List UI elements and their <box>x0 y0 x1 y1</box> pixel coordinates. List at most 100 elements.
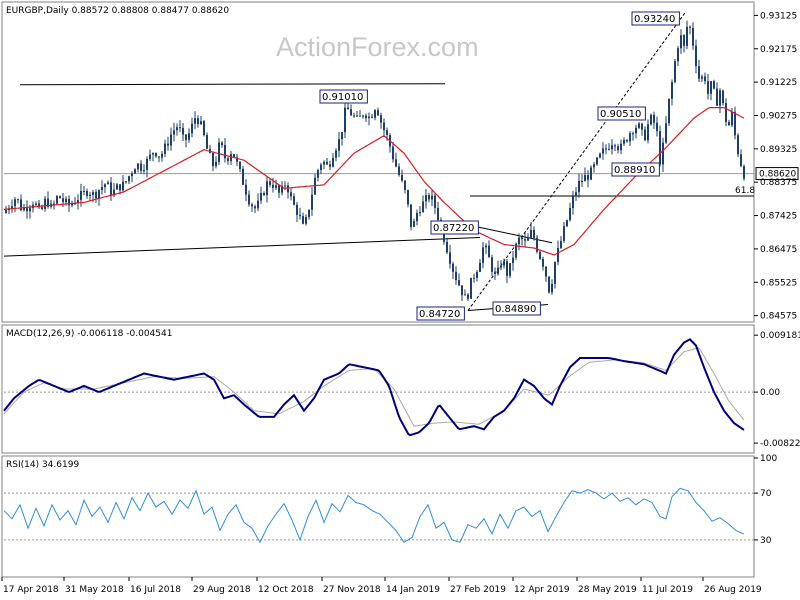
candle-body <box>602 148 604 154</box>
candle-body <box>716 88 718 106</box>
candle-body <box>296 204 298 215</box>
macd-tick-label: -0.008225 <box>760 439 800 449</box>
price-annotation-label: 0.88910 <box>614 165 655 176</box>
candle-body <box>134 169 136 174</box>
x-tick-label: 26 Aug 2019 <box>704 585 762 595</box>
candle-body <box>419 212 421 214</box>
candle-body <box>335 150 337 158</box>
x-tick-label: 17 Apr 2018 <box>3 585 59 595</box>
candle-body <box>542 258 544 267</box>
candle-body <box>299 214 301 217</box>
candle-body <box>437 207 439 220</box>
x-tick-label: 28 May 2019 <box>578 585 637 595</box>
candle-body <box>107 182 109 185</box>
candle-body <box>131 173 133 177</box>
price-annotation-box <box>631 11 680 26</box>
candle-body <box>524 239 526 241</box>
candle-body <box>83 190 85 192</box>
price-annotation-label: 0.91010 <box>322 92 363 103</box>
x-tick-label: 11 Jul 2019 <box>642 585 693 595</box>
candle-body <box>173 130 175 135</box>
candle-body <box>494 271 496 274</box>
x-axis: 17 Apr 2018 31 May 2018 16 Jul 2018 29 Aug … <box>1 577 762 595</box>
candle-body <box>665 123 667 143</box>
candle-body <box>170 134 172 146</box>
candle-body <box>401 174 403 181</box>
candle-body <box>455 271 457 281</box>
candle-body <box>383 122 385 131</box>
candle-body <box>488 245 490 258</box>
candle-body <box>179 127 181 129</box>
candle-body <box>668 98 670 124</box>
candle-body <box>698 66 700 79</box>
price-tick-label: 0.91225 <box>760 78 797 88</box>
candle-body <box>710 81 712 94</box>
candle-body <box>671 82 673 99</box>
candle-body <box>581 180 583 182</box>
rsi-tick-label: 30 <box>760 536 772 546</box>
candle-body <box>80 191 82 201</box>
candle-body <box>119 184 121 191</box>
candle-body <box>11 206 13 209</box>
candle-body <box>380 115 382 123</box>
candle-body <box>59 196 61 199</box>
candle-body <box>239 161 241 169</box>
candle-body <box>176 127 178 131</box>
price-annotation-box <box>430 220 479 235</box>
candle-body <box>449 252 451 264</box>
price-title: EURGBP,Daily 0.88572 0.88808 0.88477 0.8… <box>6 6 229 16</box>
candle-body <box>140 163 142 171</box>
candle-body <box>686 26 688 46</box>
candle-body <box>125 181 127 183</box>
candle-body <box>599 153 601 158</box>
candle-body <box>527 237 529 241</box>
candle-body <box>14 199 16 207</box>
candle-body <box>434 195 436 208</box>
candle-body <box>17 199 19 201</box>
price-annotation-label: 0.84890 <box>495 304 536 315</box>
candle-body <box>695 45 697 67</box>
candle-body <box>326 161 328 165</box>
candle-body <box>323 161 325 165</box>
candle-body <box>113 189 115 196</box>
macd-layer <box>3 338 754 437</box>
x-tick-label: 12 Oct 2018 <box>258 585 314 595</box>
candle-body <box>290 192 292 197</box>
price-tick-label: 0.92175 <box>760 45 797 55</box>
moving-average-layer <box>3 106 745 256</box>
candle-body <box>149 154 151 159</box>
candle-body <box>185 134 187 140</box>
rsi-tick-label: 70 <box>760 489 772 499</box>
x-tick-label: 29 Aug 2018 <box>193 585 251 595</box>
rsi-line <box>3 487 745 544</box>
candle-body <box>677 48 679 62</box>
price-axis: 0.93125 0.92175 0.91225 0.90275 0.89325 0.883… <box>754 11 797 322</box>
candle-body <box>71 204 73 206</box>
candle-body <box>308 209 310 218</box>
candle-body <box>35 203 37 205</box>
candle-body <box>353 115 355 117</box>
price-panel <box>1 1 755 323</box>
candle-body <box>740 154 742 167</box>
candle-body <box>731 111 733 126</box>
candle-body <box>206 134 208 149</box>
candle-body <box>128 176 130 182</box>
candle-body <box>497 267 499 274</box>
candle-body <box>413 221 415 227</box>
candle-body <box>68 198 70 206</box>
candle-body <box>329 164 331 167</box>
candle-body <box>44 198 46 209</box>
candle-body <box>20 199 22 211</box>
candle-body <box>647 124 649 141</box>
candle-body <box>197 118 199 125</box>
candle-body <box>254 206 256 209</box>
candle-body <box>584 175 586 182</box>
candle-body <box>257 200 259 209</box>
candle-body <box>545 266 547 277</box>
candle-body <box>188 133 190 140</box>
macd-tick-label: 0.009181 <box>760 331 800 341</box>
candle-body <box>311 194 313 210</box>
candle-body <box>317 169 319 178</box>
x-tick-label: 14 Jan 2019 <box>386 585 440 595</box>
candle-body <box>245 184 247 195</box>
